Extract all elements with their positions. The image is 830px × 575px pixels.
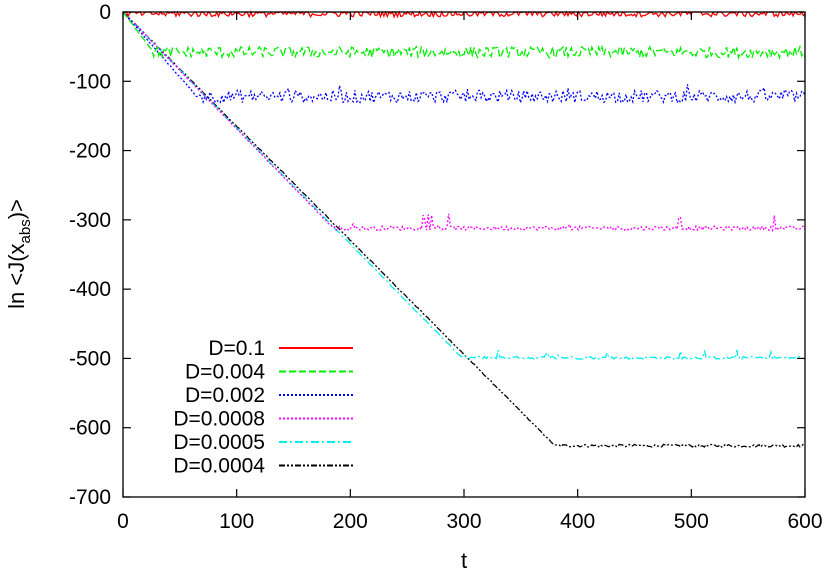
x-tick-label: 600 (787, 510, 822, 533)
x-tick-label: 0 (117, 510, 129, 533)
series-line-D=0.0008 (122, 11, 806, 233)
x-tick-label: 200 (333, 510, 368, 533)
x-tick-label: 500 (674, 510, 709, 533)
series-line-D=0.0005 (122, 11, 806, 361)
y-axis-label: ln <J(xabs)> (4, 199, 34, 309)
legend-label: D=0.002 (185, 384, 265, 407)
y-tick-label: -600 (69, 417, 111, 440)
legend-label: D=0.1 (208, 337, 265, 360)
y-tick-label: -300 (69, 209, 111, 232)
x-tick-label: 300 (446, 510, 481, 533)
x-tick-label: 100 (219, 510, 254, 533)
legend-label: D=0.004 (185, 361, 265, 384)
y-tick-label: 0 (99, 1, 111, 24)
series-line-D=0.004 (122, 11, 806, 61)
y-tick-label: -400 (69, 278, 111, 301)
ticks-layer: 0 100 200 300 400 500 600 0 -100 -200 -300 -400 -500… (69, 1, 823, 533)
series-line-D=0.002 (122, 11, 806, 106)
y-tick-label: -100 (69, 70, 111, 93)
x-tick-label: 400 (560, 510, 595, 533)
series-line-D=0.0004 (122, 11, 806, 449)
y-tick-label: -500 (69, 347, 111, 370)
legend-label: D=0.0005 (173, 431, 265, 454)
legend: D=0.1D=0.004D=0.002D=0.0008D=0.0005D=0.0… (173, 337, 353, 478)
legend-label: D=0.0008 (173, 408, 265, 431)
legend-label: D=0.0004 (173, 455, 265, 478)
x-axis-label: t (461, 548, 467, 573)
y-tick-label: -200 (69, 140, 111, 163)
y-tick-label: -700 (69, 486, 111, 509)
